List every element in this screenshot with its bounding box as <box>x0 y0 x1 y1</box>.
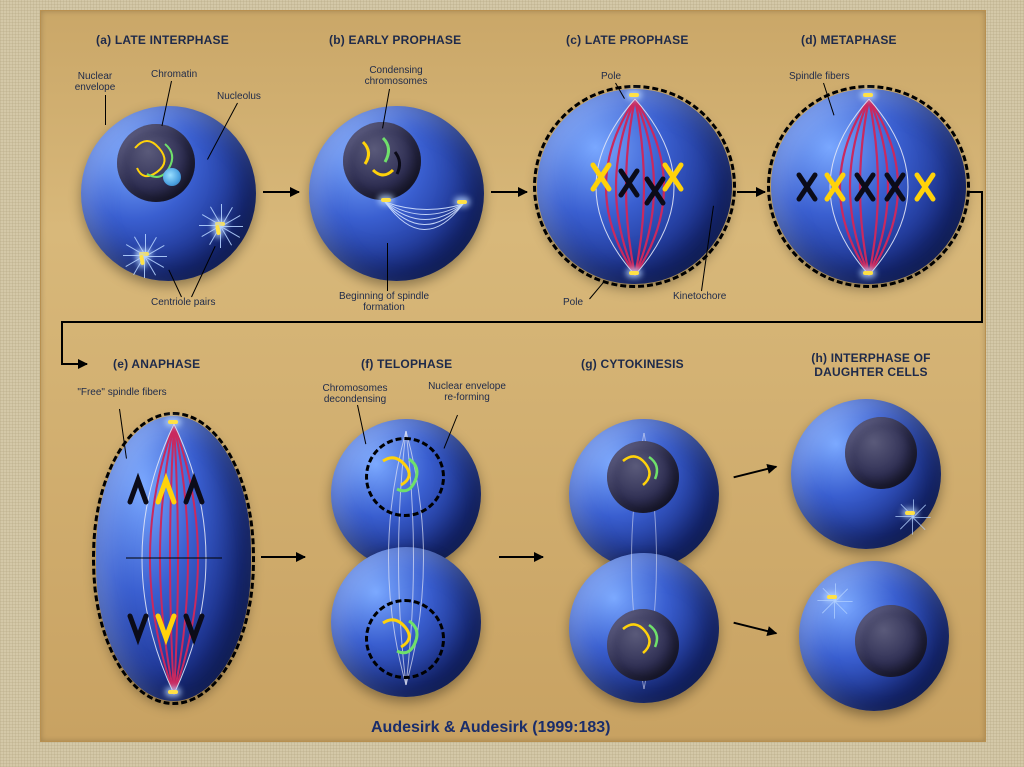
chromatin-icon <box>117 124 195 202</box>
nucleus-icon <box>117 124 195 202</box>
centriole-icon <box>629 93 639 97</box>
leader-line <box>589 282 604 299</box>
nucleus-icon <box>607 441 679 513</box>
title-late-prophase: (c) LATE PROPHASE <box>566 33 689 47</box>
label-envelope-reforming: Nuclear envelope re-forming <box>427 381 507 403</box>
citation-text: Audesirk & Audesirk (1999:183) <box>371 719 611 737</box>
cell-late-interphase <box>81 106 256 281</box>
title-metaphase: (d) METAPHASE <box>801 33 897 47</box>
label-nucleolus: Nucleolus <box>217 91 261 102</box>
arrow-icon <box>737 191 765 193</box>
centriole-icon <box>827 595 837 599</box>
centriole-icon <box>215 225 221 236</box>
label-centriole-pairs: Centriole pairs <box>151 297 215 308</box>
decondensing-icon <box>375 611 435 667</box>
title-anaphase: (e) ANAPHASE <box>113 357 200 371</box>
chromosomes-icon <box>795 171 945 205</box>
aster-icon <box>123 234 167 278</box>
beginning-spindle-icon <box>379 196 469 266</box>
chromosomes-icon <box>587 159 687 229</box>
chromatids-top-icon <box>124 472 224 512</box>
centriole-icon <box>457 200 467 204</box>
cell-late-prophase <box>537 89 732 284</box>
nucleus-icon <box>855 605 927 677</box>
label-pole-top: Pole <box>601 71 621 82</box>
centriole-icon <box>863 93 873 97</box>
centriole-icon <box>905 511 915 515</box>
cell-metaphase <box>771 89 966 284</box>
label-pole-bottom: Pole <box>563 297 583 308</box>
label-condensing-chromosomes: Condensing chromosomes <box>351 65 441 87</box>
title-cytokinesis: (g) CYTOKINESIS <box>581 357 684 371</box>
arrow-icon <box>499 556 543 558</box>
arrow-icon <box>733 622 776 635</box>
aster-icon <box>199 204 243 248</box>
aster-icon <box>817 583 852 618</box>
condensing-chromosomes-icon <box>343 122 421 200</box>
title-early-prophase: (b) EARLY PROPHASE <box>329 33 461 47</box>
label-nuclear-envelope: Nuclear envelope <box>67 71 123 93</box>
cell-daughter-1 <box>791 399 941 549</box>
label-spindle-fibers: Spindle fibers <box>789 71 850 82</box>
label-kinetochore: Kinetochore <box>673 291 726 302</box>
flow-line <box>981 191 983 323</box>
decondensing-icon <box>375 449 435 505</box>
centriole-icon <box>168 690 178 694</box>
arrow-icon <box>491 191 527 193</box>
title-telophase: (f) TELOPHASE <box>361 357 452 371</box>
flow-line <box>61 321 63 363</box>
centriole-icon <box>381 198 391 202</box>
leader-line <box>387 243 388 291</box>
dashed-membrane-icon <box>92 412 255 705</box>
cell-cytokinesis <box>559 419 729 699</box>
label-beginning-spindle: Beginning of spindle formation <box>329 291 439 313</box>
nucleus-icon <box>607 609 679 681</box>
cell-telophase <box>321 419 491 699</box>
title-interphase-daughter: (h) INTERPHASE OFDAUGHTER CELLS <box>791 351 951 380</box>
aster-icon <box>895 499 930 534</box>
centriole-icon <box>863 271 873 275</box>
diagram-panel: (a) LATE INTERPHASE (b) EARLY PROPHASE (… <box>40 10 986 742</box>
centriole-icon <box>629 271 639 275</box>
cell-early-prophase <box>309 106 484 281</box>
arrow-icon <box>261 556 305 558</box>
arrow-icon <box>263 191 299 193</box>
arrow-icon <box>733 466 776 479</box>
label-chrom-decond: Chromosomes decondensing <box>305 383 405 405</box>
nucleus-icon <box>343 122 421 200</box>
centriole-icon <box>168 420 178 424</box>
chromatids-bottom-icon <box>124 608 224 648</box>
nucleus-icon <box>845 417 917 489</box>
centriole-icon <box>139 255 145 266</box>
arrow-icon <box>61 363 87 365</box>
leader-line <box>105 95 106 125</box>
cell-daughter-2 <box>799 561 949 711</box>
cell-anaphase <box>96 416 251 701</box>
label-chromatin: Chromatin <box>151 69 197 80</box>
label-free-spindle: "Free" spindle fibers <box>77 387 167 398</box>
nucleolus-icon <box>163 168 181 186</box>
flow-line <box>61 321 983 323</box>
title-late-interphase: (a) LATE INTERPHASE <box>96 33 229 47</box>
